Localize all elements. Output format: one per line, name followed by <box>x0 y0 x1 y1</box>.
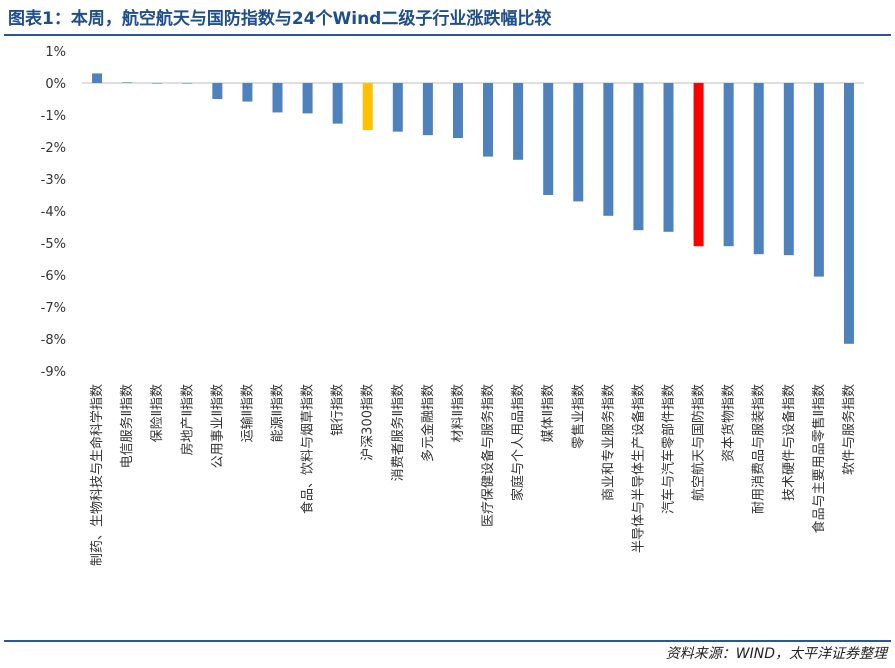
category-label: 能源Ⅱ指数 <box>271 384 286 442</box>
category-label: 半导体与半导体生产设备指数 <box>630 384 646 553</box>
bar <box>483 83 494 157</box>
category-label: 多元金融指数 <box>420 384 436 462</box>
bar <box>543 83 554 195</box>
category-label: 电信服务Ⅱ指数 <box>119 384 135 468</box>
category-label: 媒体Ⅱ指数 <box>541 384 556 442</box>
category-label: 公用事业Ⅱ指数 <box>210 384 225 468</box>
category-label: 消费者服务Ⅱ指数 <box>390 384 406 481</box>
bar <box>212 83 223 99</box>
bar <box>362 83 373 131</box>
source-note: 资料来源：WIND，太平洋证券整理 <box>665 646 887 662</box>
bar <box>152 83 163 84</box>
y-tick-label: -1% <box>41 109 66 124</box>
category-label: 医疗保健设备与服务指数 <box>480 384 496 527</box>
category-label: 保险Ⅱ指数 <box>150 384 165 442</box>
y-tick-label: -6% <box>41 269 66 284</box>
category-label: 零售业指数 <box>570 384 586 449</box>
category-label: 软件与服务指数 <box>841 384 857 475</box>
bar <box>122 82 133 83</box>
bar <box>332 83 343 124</box>
category-label: 制药、生物科技与生命科学指数 <box>89 384 105 566</box>
category-label: 技术硬件与设备指数 <box>781 384 797 501</box>
y-tick-label: 1% <box>45 45 66 60</box>
bar <box>753 83 764 255</box>
bar <box>422 83 433 136</box>
y-tick-label: -4% <box>41 205 66 220</box>
category-label: 航空航天与国防指数 <box>691 384 707 501</box>
y-tick-label: -8% <box>41 333 66 348</box>
category-label: 运输Ⅱ指数 <box>239 384 255 442</box>
bar <box>452 83 463 139</box>
y-tick-label: -3% <box>41 173 66 188</box>
bar <box>843 83 854 344</box>
y-tick-label: -7% <box>41 301 66 316</box>
category-label: 资本货物指数 <box>721 384 737 462</box>
category-label: 房地产Ⅱ指数 <box>179 384 195 455</box>
bar <box>92 73 103 83</box>
bar <box>242 83 253 102</box>
bar <box>693 83 704 247</box>
y-tick-label: 0% <box>45 77 66 92</box>
category-label: 耐用消费品与服装指数 <box>752 384 767 514</box>
bar <box>723 83 734 247</box>
category-label: 材料Ⅱ指数 <box>451 384 466 442</box>
bar <box>813 83 824 277</box>
bar-chart: 1% 0% -1% -2% -3% -4% -5% -6% -7% -8% -9% 制药、生物科技与生… <box>41 45 864 566</box>
category-label: 食品、饮料与烟草指数 <box>300 384 316 514</box>
bar <box>513 83 524 160</box>
footer-divider <box>4 640 891 642</box>
bar <box>783 83 794 256</box>
category-label: 汽车与汽车零部件指数 <box>661 384 677 514</box>
category-label: 商业和专业服务指数 <box>600 384 616 501</box>
bar <box>573 83 584 202</box>
bar <box>392 83 403 132</box>
y-tick-label: -5% <box>41 237 66 252</box>
bar <box>633 83 644 231</box>
category-label: 食品与主要用品零售Ⅱ指数 <box>811 384 827 533</box>
bar <box>603 83 614 216</box>
bar <box>182 83 193 84</box>
y-tick-label: -9% <box>41 365 66 380</box>
bar <box>302 83 313 114</box>
y-tick-label: -2% <box>41 141 66 156</box>
category-label: 沪深300指数 <box>360 384 376 461</box>
bar <box>272 83 283 113</box>
category-label: 家庭与个人用品指数 <box>510 384 526 501</box>
chart-title: 图表1：本周，航空航天与国防指数与24个Wind二级子行业涨跌幅比较 <box>8 9 552 29</box>
title-divider <box>4 34 891 36</box>
bar <box>663 83 674 232</box>
category-label: 银行指数 <box>331 384 346 436</box>
